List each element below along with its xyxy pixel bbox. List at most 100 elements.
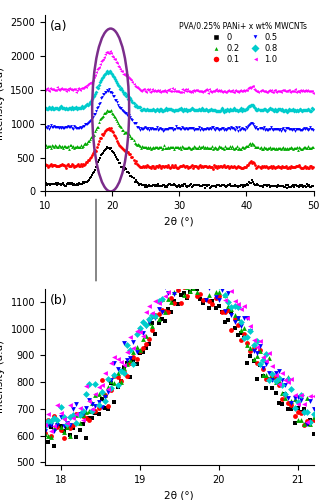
Point — [296, 162, 301, 170]
Point — [129, 96, 134, 104]
Point — [42, 422, 47, 430]
Point — [55, 422, 60, 430]
Point — [188, 180, 194, 188]
Point — [175, 124, 180, 132]
Point — [283, 390, 288, 398]
Point — [62, 182, 68, 190]
Point — [132, 102, 137, 110]
Point — [112, 379, 117, 387]
Point — [266, 144, 271, 152]
Point — [259, 124, 264, 132]
Point — [239, 181, 244, 189]
Point — [185, 292, 190, 300]
Point — [226, 316, 231, 324]
Point — [168, 124, 173, 132]
Point — [56, 86, 61, 94]
Point — [69, 124, 75, 132]
Point — [191, 142, 196, 150]
Point — [167, 105, 172, 113]
Point — [273, 144, 278, 152]
Point — [155, 126, 160, 134]
Point — [290, 106, 295, 114]
Point — [201, 126, 206, 134]
Point — [254, 375, 259, 383]
Point — [156, 319, 161, 327]
Point — [74, 144, 79, 152]
Point — [209, 182, 214, 190]
Point — [251, 336, 256, 344]
Point — [47, 84, 52, 92]
Point — [185, 106, 190, 114]
Point — [188, 144, 193, 152]
Point — [176, 163, 181, 171]
Point — [181, 162, 187, 170]
Point — [152, 164, 157, 172]
Point — [156, 297, 161, 305]
Point — [117, 140, 122, 148]
Point — [249, 141, 254, 149]
Point — [177, 162, 182, 170]
Point — [207, 292, 212, 300]
Point — [294, 124, 300, 132]
Point — [63, 182, 68, 190]
Point — [273, 125, 278, 133]
Point — [310, 105, 316, 113]
Point — [242, 181, 247, 189]
Point — [181, 144, 187, 152]
Point — [196, 180, 201, 188]
Point — [287, 183, 292, 191]
Point — [289, 126, 294, 134]
Point — [64, 160, 69, 168]
Point — [283, 144, 288, 152]
Point — [149, 86, 154, 94]
Point — [150, 162, 155, 170]
Point — [88, 98, 93, 106]
Point — [256, 182, 261, 190]
Point — [94, 68, 99, 76]
Point — [172, 144, 177, 152]
Point — [124, 360, 130, 368]
Point — [77, 142, 83, 150]
Point — [89, 116, 94, 124]
Point — [47, 104, 52, 112]
Point — [307, 162, 312, 170]
Point — [190, 164, 196, 172]
Point — [102, 148, 107, 156]
Point — [90, 400, 95, 408]
Point — [267, 125, 272, 133]
Point — [74, 410, 79, 418]
Point — [189, 182, 195, 190]
Point — [209, 88, 214, 96]
Point — [210, 142, 215, 150]
Point — [64, 420, 69, 428]
Point — [115, 383, 120, 391]
Point — [198, 86, 204, 94]
Point — [54, 84, 60, 92]
Point — [130, 98, 135, 106]
Point — [173, 162, 179, 170]
Point — [252, 140, 257, 148]
Point — [49, 421, 54, 429]
Point — [163, 162, 168, 170]
Point — [215, 164, 220, 172]
Point — [182, 86, 188, 94]
Point — [295, 416, 300, 424]
Point — [169, 181, 174, 189]
Point — [103, 109, 108, 117]
Point — [150, 310, 155, 318]
Point — [137, 326, 142, 334]
Point — [288, 106, 293, 114]
Point — [75, 180, 80, 188]
Point — [276, 381, 281, 389]
Point — [222, 126, 227, 134]
Point — [112, 54, 117, 62]
Point — [82, 161, 87, 169]
Point — [283, 381, 288, 389]
Point — [296, 182, 301, 190]
Point — [150, 322, 155, 330]
Point — [189, 104, 195, 112]
Point — [115, 117, 120, 125]
Point — [218, 86, 223, 94]
Point — [159, 162, 164, 170]
Point — [222, 145, 227, 153]
